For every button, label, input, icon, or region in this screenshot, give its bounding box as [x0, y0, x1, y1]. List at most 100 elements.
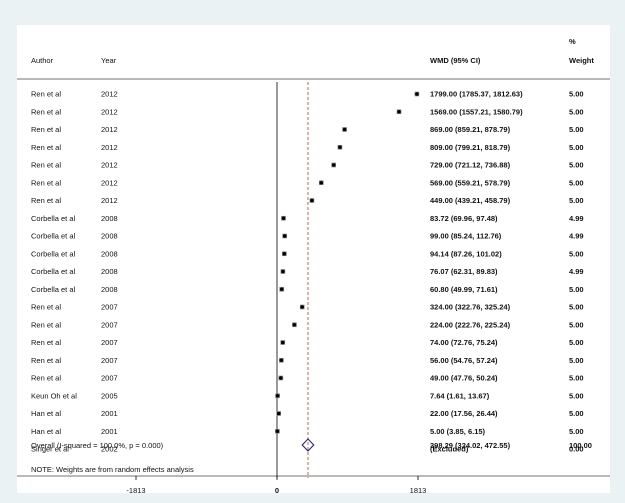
study-ci-text: 809.00 (799.21, 818.79) — [430, 143, 511, 152]
study-weight: 5.00 — [569, 249, 584, 258]
study-point — [300, 305, 304, 309]
header-weight: Weight — [569, 56, 594, 65]
study-point — [282, 251, 287, 256]
study-weight: 4.99 — [569, 232, 584, 241]
study-year: 2008 — [101, 232, 118, 241]
study-ci-text: 99.00 (85.24, 112.76) — [430, 232, 502, 241]
study-weight: 5.00 — [569, 196, 584, 205]
study-author: Corbella et al — [31, 267, 76, 276]
study-point — [279, 376, 283, 380]
study-ci-text: 224.00 (222.76, 225.24) — [430, 320, 511, 329]
study-weight: 0.00 — [569, 445, 584, 454]
study-ci-text: 5.00 (3.85, 6.15) — [430, 427, 486, 436]
study-ci-text: 869.00 (859.21, 878.79) — [430, 125, 511, 134]
study-weight: 5.00 — [569, 409, 584, 418]
study-author: Han et al — [31, 427, 61, 436]
study-point — [275, 429, 280, 434]
header-year: Year — [101, 56, 117, 65]
study-ci-text: (Excluded) — [430, 445, 469, 454]
study-point — [310, 198, 314, 203]
study-point — [279, 358, 284, 363]
study-weight: 4.99 — [569, 214, 584, 223]
study-point — [275, 393, 280, 398]
study-author: Ren et al — [31, 356, 61, 365]
study-weight: 5.00 — [569, 303, 584, 312]
study-author: Corbella et al — [31, 285, 76, 294]
study-author: Ren et al — [31, 143, 61, 152]
x-axis: -1813 0 1813 — [126, 476, 426, 495]
study-year: 2012 — [101, 90, 118, 99]
study-author: Ren et al — [31, 161, 61, 170]
study-weight: 4.99 — [569, 267, 584, 276]
study-author: Ren et al — [31, 338, 61, 347]
study-ci-text: 76.07 (62.31, 89.83) — [430, 267, 498, 276]
study-year: 2005 — [101, 391, 118, 400]
study-ci-text: 449.00 (439.21, 458.79) — [430, 196, 511, 205]
study-ci-text: 74.00 (72.76, 75.24) — [430, 338, 498, 347]
study-ci-text: 1569.00 (1557.21, 1580.79) — [430, 107, 523, 116]
study-point — [292, 322, 297, 327]
study-ci-text: 22.00 (17.56, 26.44) — [430, 409, 498, 418]
study-year: 2012 — [101, 107, 118, 116]
study-weight: 5.00 — [569, 320, 584, 329]
study-point — [281, 269, 285, 274]
study-point — [276, 411, 281, 416]
study-year: 2012 — [101, 143, 118, 152]
study-author: Ren et al — [31, 374, 61, 383]
study-weight: 5.00 — [569, 285, 584, 294]
x-tick-label: 0 — [275, 486, 279, 495]
study-point — [280, 340, 285, 345]
study-author: Corbella et al — [31, 249, 76, 258]
study-year: 2012 — [101, 196, 118, 205]
study-point — [397, 109, 401, 114]
study-author: Keun Oh et al — [31, 391, 77, 400]
header-author: Author — [31, 56, 54, 65]
study-author: Ren et al — [31, 90, 61, 99]
study-weight: 5.00 — [569, 374, 584, 383]
study-ci-text: 324.00 (322.76, 325.24) — [430, 303, 511, 312]
overall-diamond — [301, 438, 315, 452]
study-weight: 5.00 — [569, 338, 584, 347]
study-point — [338, 145, 342, 150]
header-effect: WMD (95% CI) — [430, 56, 481, 65]
analysis-note: NOTE: Weights are from random effects an… — [31, 465, 194, 474]
plot-panel — [17, 25, 610, 493]
study-weight: 5.00 — [569, 161, 584, 170]
study-year: 2012 — [101, 178, 118, 187]
study-year: 2001 — [101, 427, 118, 436]
study-author: Ren et al — [31, 303, 61, 312]
study-weight: 5.00 — [569, 178, 584, 187]
study-ci-text: 56.00 (54.76, 57.24) — [430, 356, 498, 365]
study-author: Ren et al — [31, 125, 61, 134]
study-point — [342, 127, 347, 132]
study-year: 2007 — [101, 356, 118, 365]
study-author: Singer et al — [31, 445, 69, 454]
overall-weight: 100.00 — [569, 441, 592, 450]
study-year: 2008 — [101, 214, 118, 223]
study-year: 2008 — [101, 249, 118, 258]
x-tick-label: -1813 — [126, 486, 145, 495]
study-point — [279, 287, 284, 292]
study-year: 2007 — [101, 320, 118, 329]
study-weight: 5.00 — [569, 90, 584, 99]
study-year: 2007 — [101, 303, 118, 312]
study-weight: 5.00 — [569, 107, 584, 116]
study-author: Ren et al — [31, 107, 61, 116]
study-weight: 5.00 — [569, 143, 584, 152]
study-ci-text: 1799.00 (1785.37, 1812.63) — [430, 90, 523, 99]
study-ci-text: 94.14 (87.26, 101.02) — [430, 249, 502, 258]
study-year: 2007 — [101, 374, 118, 383]
study-author: Ren et al — [31, 196, 61, 205]
overall-label: Overall (I-squared = 100.0%, p = 0.000) — [31, 441, 164, 450]
study-author: Han et al — [31, 409, 61, 418]
study-ci-text: 569.00 (559.21, 578.79) — [430, 178, 511, 187]
study-point — [282, 234, 287, 238]
study-author: Corbella et al — [31, 214, 76, 223]
plot-marks — [275, 82, 420, 478]
study-ci-text: 7.64 (1.61, 13.67) — [430, 391, 490, 400]
study-point — [281, 216, 286, 221]
study-year: 2008 — [101, 285, 118, 294]
study-point — [319, 180, 324, 185]
